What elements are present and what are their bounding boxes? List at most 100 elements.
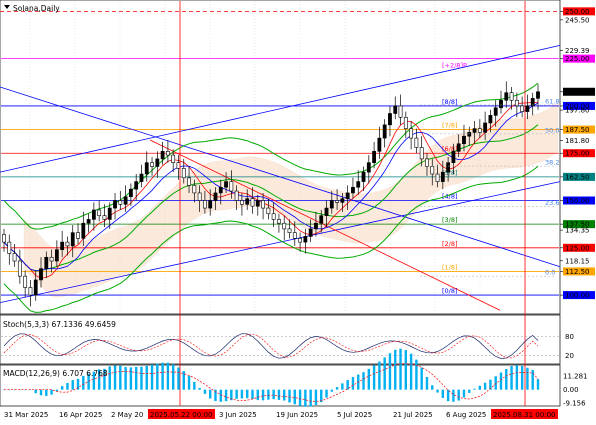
uptrend-lower-line[interactable]: [0, 181, 561, 304]
price-label: 207.49: [565, 88, 590, 96]
candle-body: [208, 200, 213, 209]
macd-bar: [388, 353, 392, 390]
murrey-level-label: [8/8]: [442, 98, 458, 106]
macd-bar: [425, 376, 429, 390]
macd-bar: [298, 389, 302, 406]
candle-body: [351, 186, 355, 194]
murrey-level-label: [3/8]: [442, 216, 458, 224]
candle-body: [536, 91, 540, 99]
candle-body: [430, 166, 435, 175]
murrey-level-label: [5/8]: [442, 169, 458, 177]
macd-bar: [325, 389, 328, 398]
macd-bar: [536, 379, 540, 390]
bollinger-middle-line: [3, 124, 539, 272]
candle-body: [76, 232, 80, 239]
candle-body: [398, 105, 403, 118]
macd-bar: [198, 387, 201, 390]
price-label: 229.39: [565, 47, 590, 55]
candle-body: [335, 200, 339, 203]
price-label: 134.35: [565, 227, 590, 235]
candle-body: [425, 158, 429, 167]
macd-bar: [129, 367, 133, 390]
candle-body: [504, 92, 509, 101]
macd-bar: [505, 368, 508, 390]
candle-body: [155, 158, 160, 167]
price-label: 100.00: [565, 292, 590, 300]
macd-bar: [50, 389, 53, 395]
candle-body: [17, 260, 22, 277]
time-label-box: [148, 409, 215, 419]
candle-body: [435, 173, 440, 182]
candle-body: [366, 162, 371, 173]
trend-channel-lines[interactable]: [0, 10, 561, 311]
macd-bar: [283, 389, 286, 401]
macd-bar: [462, 389, 466, 398]
macd-bar: [187, 375, 191, 390]
macd-bar: [468, 389, 471, 393]
candle-body: [33, 279, 38, 296]
candle-body: [462, 135, 466, 145]
candle-body: [23, 275, 28, 288]
macd-bar: [182, 371, 185, 390]
collapse-triangle-icon[interactable]: [4, 5, 10, 9]
candle-body: [255, 200, 260, 207]
candle-body: [97, 209, 102, 216]
macd-bar: [60, 386, 64, 390]
candle-body: [171, 154, 176, 163]
macd-bar: [436, 389, 439, 393]
uptrend-upper-line[interactable]: [0, 45, 561, 173]
candle-body: [451, 151, 456, 163]
macd-bar: [394, 349, 397, 390]
candle-body: [102, 215, 107, 220]
red-trend-line[interactable]: [149, 139, 501, 311]
macd-histogram: [2, 348, 540, 407]
macd-bar: [267, 389, 270, 400]
price-label-box: [563, 149, 595, 158]
macd-bar: [224, 389, 228, 402]
macd-bar: [193, 381, 196, 390]
fibo-level-label: 61.8: [545, 97, 559, 105]
macd-bar: [531, 370, 534, 390]
macd-bar: [177, 367, 180, 390]
candle-body: [499, 99, 503, 109]
stoch-axis-label: 80: [565, 333, 574, 341]
macd-bar: [113, 365, 117, 390]
macd-bar: [494, 376, 497, 390]
murrey-level-label: [4/8]: [442, 193, 458, 201]
price-label-box: [563, 291, 595, 300]
candle-body: [314, 222, 318, 230]
downtrend-line[interactable]: [0, 86, 561, 268]
symbol-title: Solana,Daily: [13, 4, 60, 13]
macd-bar: [457, 389, 460, 401]
time-axis[interactable]: 31 Mar 2025 16 Apr 2025 2 May 20 2025.05.22…: [4, 409, 558, 419]
price-label: 137.50: [565, 221, 590, 229]
vertical-marker-lines[interactable]: [179, 1, 526, 406]
macd-bar: [108, 366, 111, 390]
time-label: 31 Mar 2025: [4, 411, 48, 419]
candle-body: [530, 98, 535, 107]
candle-body: [261, 200, 265, 209]
macd-bar: [145, 365, 148, 390]
candle-body: [477, 128, 482, 133]
time-label: 16 Apr 2025: [59, 411, 102, 419]
candle-body: [271, 213, 276, 220]
macd-bar: [156, 363, 159, 390]
macd-bar: [404, 350, 408, 390]
macd-bar: [420, 367, 423, 390]
candle-body: [187, 177, 191, 186]
macd-bar: [346, 380, 349, 390]
macd-bar: [277, 389, 281, 400]
macd-axis-label: 0.00: [563, 386, 579, 394]
macd-bar: [171, 364, 175, 390]
candle-body: [403, 116, 408, 129]
murrey-level-label: [+2/8]P: [442, 62, 467, 70]
macd-signal-line: [4, 363, 539, 402]
candle-body: [388, 113, 392, 126]
macd-axis-label: -9.156: [563, 400, 586, 408]
candle-body: [377, 137, 382, 152]
candle-body: [414, 137, 419, 148]
macd-bar: [372, 365, 376, 390]
